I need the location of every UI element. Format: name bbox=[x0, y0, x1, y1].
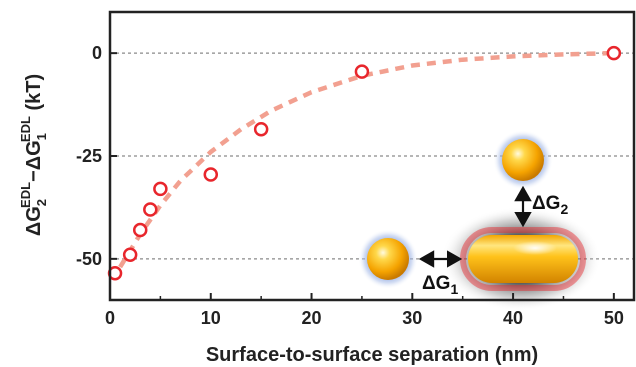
data-point bbox=[153, 181, 168, 197]
fit-curve bbox=[118, 50, 614, 269]
data-point bbox=[143, 202, 158, 217]
x-tick-label: 30 bbox=[402, 308, 422, 328]
data-points-layer bbox=[107, 45, 622, 281]
gold-sphere-top bbox=[502, 139, 544, 181]
rod-highlight bbox=[513, 241, 557, 255]
data-point bbox=[606, 45, 622, 61]
data-point bbox=[203, 167, 219, 182]
y-tick-label: -50 bbox=[76, 249, 102, 269]
fit-curve-layer bbox=[118, 50, 614, 269]
data-point bbox=[354, 64, 370, 79]
x-tick-label: 40 bbox=[503, 308, 523, 328]
x-tick-label: 50 bbox=[604, 308, 624, 328]
x-axis-title: Surface-to-surface separation (nm) bbox=[206, 344, 538, 366]
rod-red-halo bbox=[460, 227, 586, 291]
x-tick-label: 20 bbox=[302, 308, 322, 328]
x-tick-label: 0 bbox=[105, 308, 115, 328]
y-axis-title: ΔG2EDL−ΔG1EDL (kT) bbox=[18, 74, 49, 236]
ticks-layer: 0 10 20 30 40 50 0 -25 -50 bbox=[76, 43, 624, 328]
x-tick-label: 10 bbox=[201, 308, 221, 328]
data-point bbox=[253, 122, 269, 137]
inset-schematic: ΔG2 ΔG1 bbox=[358, 130, 601, 311]
y-tick-label: -25 bbox=[76, 146, 102, 166]
delta-g2-label: ΔG2 bbox=[532, 193, 568, 217]
gold-sphere-left bbox=[367, 238, 409, 280]
data-point bbox=[122, 247, 138, 262]
delta-g1-label: ΔG1 bbox=[422, 273, 458, 297]
data-point bbox=[132, 222, 148, 238]
y-tick-label: 0 bbox=[92, 43, 102, 63]
